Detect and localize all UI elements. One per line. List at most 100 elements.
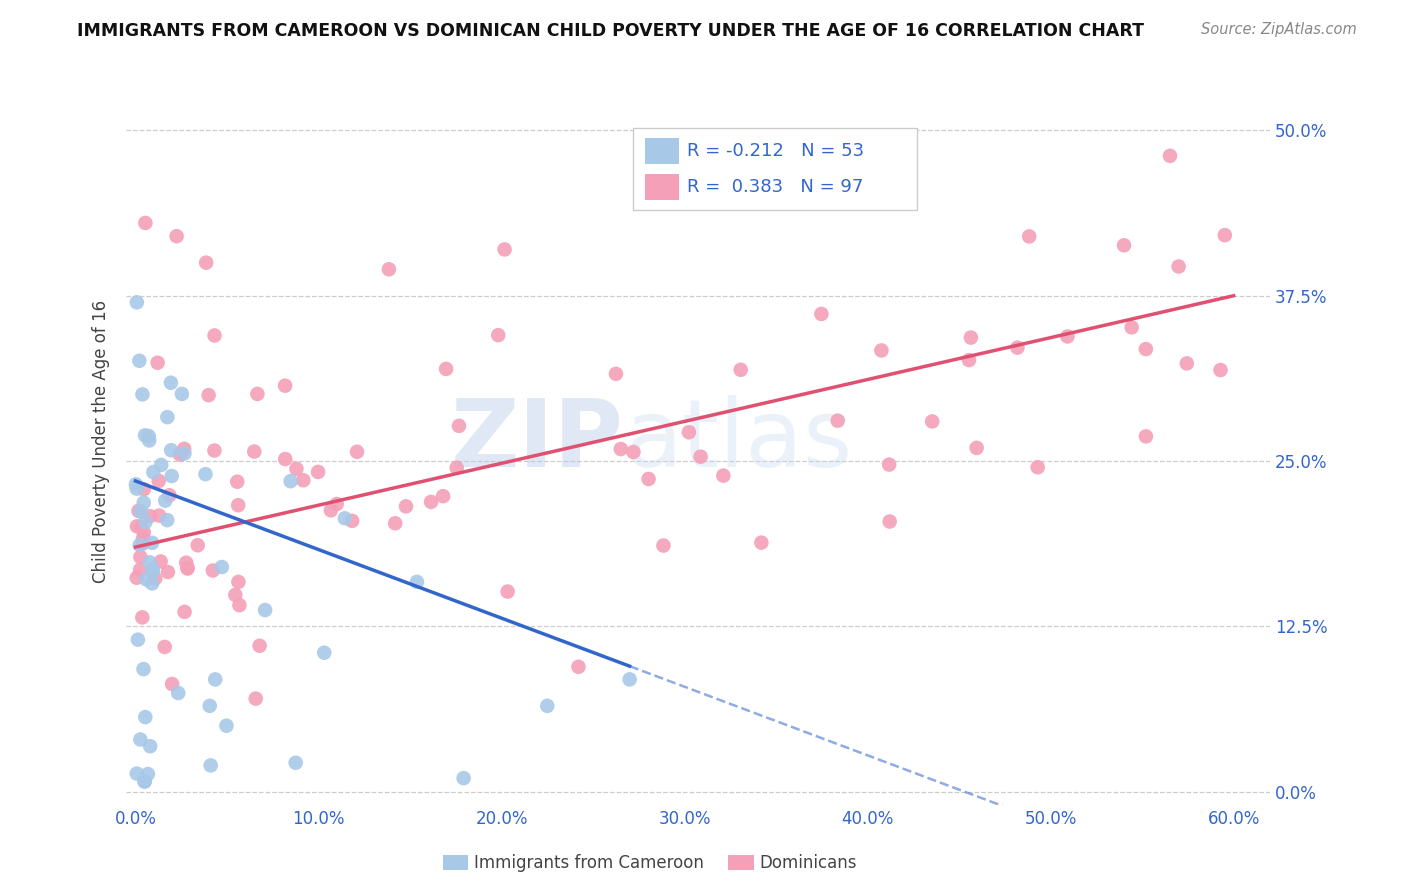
Point [204,673,226,687]
Point [139,509,162,524]
Point [160,677,183,691]
Point [678,425,700,440]
Point [141,535,163,549]
Point [135,573,157,587]
Point [176,561,198,575]
Point [129,520,152,534]
Point [200,758,222,772]
Point [1159,149,1181,163]
Point [211,560,233,574]
Point [1026,460,1049,475]
Point [446,460,468,475]
Point [245,691,267,706]
Point [173,446,195,460]
Point [1135,429,1157,443]
Text: ZIP: ZIP [451,395,624,487]
Point [243,444,266,458]
Point [134,774,156,789]
Point [228,598,250,612]
Point [1175,356,1198,370]
Point [173,442,195,456]
Point [224,588,246,602]
Point [157,488,180,502]
Point [141,576,163,591]
Point [226,475,249,489]
Point [274,378,297,392]
Point [619,673,641,687]
Point [730,363,752,377]
Point [567,660,589,674]
Point [134,774,156,789]
Point [711,468,734,483]
Point [132,531,155,545]
Point [215,719,238,733]
Point [395,500,418,514]
Point [131,610,153,624]
Point [307,465,329,479]
Point [319,503,342,517]
Point [197,388,219,402]
Point [378,262,401,277]
Point [637,472,659,486]
Point [128,353,150,368]
Y-axis label: Child Poverty Under the Age of 16: Child Poverty Under the Age of 16 [93,300,110,582]
Point [187,538,209,552]
Point [129,732,152,747]
Point [966,441,988,455]
Point [138,434,160,448]
Point [333,511,356,525]
Point [434,362,457,376]
Point [169,448,191,462]
Point [432,489,454,503]
Point [138,429,160,443]
Point [134,710,156,724]
Point [134,428,156,442]
Text: Source: ZipAtlas.com: Source: ZipAtlas.com [1201,22,1357,37]
Point [204,328,226,343]
Point [280,474,302,488]
Point [610,442,633,456]
Point [340,514,363,528]
Point [1167,260,1189,274]
Text: R = -0.212   N = 53: R = -0.212 N = 53 [688,142,865,160]
Point [167,686,190,700]
Point [536,698,558,713]
Point [127,632,149,647]
Point [166,229,188,244]
Point [284,756,307,770]
Point [246,387,269,401]
Point [420,495,443,509]
Point [142,565,165,579]
Point [621,445,644,459]
Point [173,605,195,619]
Point [125,571,148,585]
Point [447,418,470,433]
Point [143,572,166,586]
Point [129,505,152,519]
Text: IMMIGRANTS FROM CAMEROON VS DOMINICAN CHILD POVERTY UNDER THE AGE OF 16 CORRELAT: IMMIGRANTS FROM CAMEROON VS DOMINICAN CH… [77,22,1144,40]
Point [125,477,148,491]
Point [1213,228,1236,243]
Point [877,458,900,472]
Point [148,474,170,488]
Point [149,554,172,568]
Point [132,525,155,540]
Text: atlas: atlas [624,395,852,487]
Point [128,538,150,552]
Point [226,498,249,512]
Point [148,508,170,523]
Point [142,465,165,479]
Point [249,639,271,653]
Point [1018,229,1040,244]
Point [202,443,225,458]
Text: Immigrants from Cameroon: Immigrants from Cameroon [474,854,703,871]
Point [198,698,221,713]
Point [139,739,162,754]
Point [132,662,155,676]
Point [134,515,156,529]
Point [160,443,183,458]
Point [156,565,179,579]
Point [496,584,519,599]
Point [605,367,627,381]
Point [652,539,675,553]
